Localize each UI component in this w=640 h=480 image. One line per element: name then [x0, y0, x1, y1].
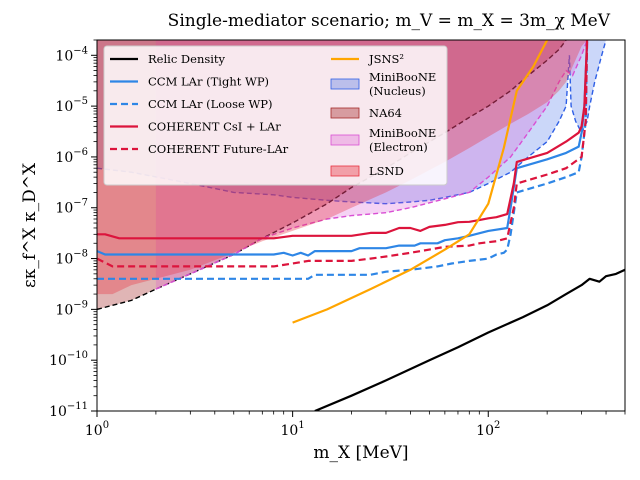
y-axis-label: εκ_f^X κ_D^X: [20, 162, 40, 288]
line-coherent-csi-lar: [97, 40, 589, 240]
legend-box: [103, 45, 448, 186]
region-edge-miniboone-electron: [155, 40, 588, 290]
legend-label-miniboone-nucleus: MiniBooNE (Nucleus): [369, 70, 436, 98]
x-tick-label: 101: [281, 420, 305, 439]
line-relic-density: [314, 268, 625, 411]
region-edge-miniboone-nucleus: [97, 40, 607, 205]
y-tick-label: 10−9: [55, 299, 88, 318]
legend-swatch-miniboone-electron: [330, 134, 360, 146]
legend-label-relic-density: Relic Density: [148, 52, 226, 66]
y-tick-label: 10−6: [55, 147, 88, 166]
legend-label-na64: NA64: [369, 106, 402, 120]
line-jsns-2: [292, 40, 549, 324]
legend-swatch-miniboone-nucleus: [330, 78, 360, 90]
legend-label-coherent-csi-lar: COHERENT CsI + LAr: [148, 120, 281, 134]
legend-label-miniboone-electron: MiniBooNE (Electron): [369, 126, 436, 154]
legend-label-ccm-lar-loose-wp: CCM LAr (Loose WP): [148, 97, 273, 111]
x-tick-label: 102: [476, 420, 500, 439]
legend-label-coherent-future-lar: COHERENT Future-LAr: [148, 142, 289, 156]
y-tick-label: 10−8: [55, 249, 88, 268]
legend-label-lsnd: LSND: [369, 164, 404, 178]
y-tick-label: 10−11: [49, 401, 88, 420]
chart-title: Single-mediator scenario; m_V = m_X = 3m…: [168, 11, 611, 31]
legend-label-jsns: JSNS²: [368, 52, 404, 66]
legend-label-ccm-lar-tight-wp: CCM LAr (Tight WP): [148, 75, 269, 89]
y-tick-label: 10−4: [55, 45, 88, 64]
legend-swatch-na64: [330, 107, 360, 119]
x-axis-label: m_X [MeV]: [313, 443, 408, 463]
y-tick-label: 10−5: [55, 96, 88, 115]
line-ccm-lar-tight-wp: [97, 40, 589, 257]
plot-frame: [96, 39, 626, 412]
axis-ticks: 100 101 102 10−11 10−10 10−9 10−8 10−7 10−6 10−5 1…: [49, 39, 626, 439]
y-tick-label: 10−10: [49, 350, 88, 369]
line-ccm-lar-loose-wp: [97, 40, 589, 280]
legend: Relic Density CCM LAr (Tight WP) CCM LAr (…: [103, 45, 448, 186]
y-tick-label: 10−7: [55, 198, 88, 217]
line-coherent-future-lar: [97, 40, 589, 268]
sensitivity-lines: [97, 40, 625, 411]
x-tick-label: 100: [85, 420, 109, 439]
legend-swatch-lsnd: [330, 165, 360, 177]
